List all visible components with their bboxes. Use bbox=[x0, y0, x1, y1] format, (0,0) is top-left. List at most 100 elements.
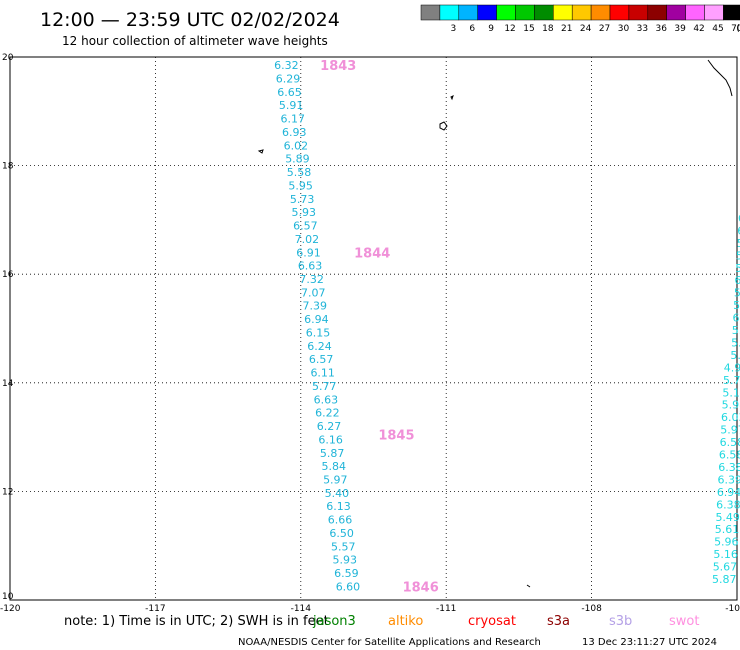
swh-value: 6.59 bbox=[334, 567, 359, 580]
satellite-label-swot: swot bbox=[669, 614, 699, 629]
footer-credit: NOAA/NESDIS Center for Satellite Applica… bbox=[238, 637, 541, 648]
satellite-label-s3a: s3a bbox=[547, 614, 570, 629]
swh-value: 6.65 bbox=[277, 86, 302, 99]
swh-value: 6.63 bbox=[314, 393, 339, 406]
legend-swatch bbox=[420, 4, 441, 21]
swh-value-edge: 6.38 bbox=[718, 461, 740, 474]
swh-value: 7.39 bbox=[303, 300, 328, 313]
coastline-ne bbox=[707, 59, 733, 97]
legend-label: 9 bbox=[488, 24, 494, 34]
lat-tick-label: 18 bbox=[2, 162, 14, 172]
legend-swatch bbox=[590, 4, 611, 21]
legend-label: 18 bbox=[542, 24, 554, 34]
legend-label: 45 bbox=[712, 24, 723, 34]
lat-tick-label: 12 bbox=[2, 487, 13, 497]
legend-swatch bbox=[439, 4, 460, 21]
altimeter-track-main: 6.326.296.655.916.176.936.025.895.585.95… bbox=[274, 59, 360, 593]
swh-value-edge: 5. bbox=[732, 324, 740, 337]
swh-value-edge: 5. bbox=[735, 262, 740, 275]
swh-value: 5.87 bbox=[320, 447, 345, 460]
swh-value-edge: 5.49 bbox=[715, 511, 740, 524]
swh-value-edge: 5.61 bbox=[715, 523, 740, 536]
legend-swatch bbox=[685, 4, 705, 21]
swh-value: 6.11 bbox=[310, 367, 335, 380]
legend-label: 3 bbox=[450, 24, 456, 34]
swh-value: 5.84 bbox=[321, 460, 346, 473]
swh-value: 5.89 bbox=[285, 153, 310, 166]
pass-time-label: 1845 bbox=[378, 428, 414, 443]
swh-value-edge: 6.58 bbox=[720, 436, 740, 449]
legend-label: 12 bbox=[504, 24, 515, 34]
swh-value: 7.07 bbox=[301, 286, 326, 299]
swh-value-edge: 5.96 bbox=[714, 536, 739, 549]
swh-value: 6.91 bbox=[296, 246, 321, 259]
swh-value: 6.24 bbox=[307, 340, 332, 353]
island-small-3 bbox=[526, 584, 531, 588]
swh-value-edge: 5.98 bbox=[722, 399, 740, 412]
swh-value-edge: 5. bbox=[731, 336, 740, 349]
pass-time-labels: 1843 1844 1845 1846 bbox=[320, 59, 439, 595]
swh-value: 6.32 bbox=[274, 59, 299, 72]
footer-timestamp: 13 Dec 23:11:27 UTC 2024 bbox=[582, 637, 717, 648]
swh-value: 6.29 bbox=[276, 73, 301, 86]
lat-tick-label: 20 bbox=[2, 53, 14, 63]
legend-label: 42 bbox=[693, 24, 704, 34]
satellite-label-cryosat: cryosat bbox=[468, 614, 516, 629]
legend-unit: (ft) bbox=[736, 24, 740, 34]
satellite-label-jason3: jason3 bbox=[312, 614, 356, 629]
swh-value: 5.73 bbox=[290, 193, 315, 206]
swh-value-edge: 5. bbox=[736, 249, 740, 262]
swh-value: 6.60 bbox=[336, 580, 361, 593]
legend-label: 39 bbox=[674, 24, 686, 34]
swh-value-edge: 6.58 bbox=[719, 449, 740, 462]
swh-value: 6.16 bbox=[318, 433, 343, 446]
swh-value: 6.93 bbox=[282, 126, 307, 139]
legend-label: 24 bbox=[580, 24, 592, 34]
swh-value: 6.94 bbox=[304, 313, 329, 326]
swh-value: 6.50 bbox=[329, 527, 354, 540]
plot-frame bbox=[9, 56, 738, 601]
legend-label: 30 bbox=[618, 24, 630, 34]
legend-swatch bbox=[571, 4, 592, 21]
swh-value: 5.58 bbox=[287, 166, 312, 179]
lat-tick-label: 14 bbox=[2, 379, 14, 389]
swh-value: 6.22 bbox=[315, 407, 340, 420]
swh-value: 7.32 bbox=[299, 273, 324, 286]
legend-label: 33 bbox=[637, 24, 648, 34]
swh-value: 6.57 bbox=[309, 353, 334, 366]
lon-tick-label: -120 bbox=[0, 604, 21, 614]
satellite-labels: jason3 altiko cryosat s3a s3b swot bbox=[312, 614, 699, 629]
swh-value: 6.17 bbox=[280, 113, 305, 126]
swh-value: 6.57 bbox=[293, 220, 318, 233]
swh-value: 5.95 bbox=[288, 179, 313, 192]
swh-value: 7.02 bbox=[295, 233, 320, 246]
legend-swatch bbox=[723, 4, 740, 21]
legend-label: 27 bbox=[599, 24, 610, 34]
coastline-islands bbox=[257, 59, 733, 588]
swh-value-edge: 5.87 bbox=[712, 573, 737, 586]
legend-swatch bbox=[553, 4, 573, 21]
legend-label: 36 bbox=[656, 24, 668, 34]
swh-value-edge: 5. bbox=[730, 349, 740, 362]
swh-value: 6.02 bbox=[284, 139, 309, 152]
swh-value-edge: 5.16 bbox=[713, 548, 738, 561]
swh-value: 5.91 bbox=[279, 99, 304, 112]
swh-value-edge: 6.38 bbox=[716, 498, 740, 511]
island-socorro bbox=[439, 121, 448, 131]
swh-value: 5.40 bbox=[325, 487, 350, 500]
swh-value-edge: 6.39 bbox=[718, 473, 740, 486]
pass-time-label: 1844 bbox=[354, 246, 390, 261]
swh-value: 6.15 bbox=[306, 326, 331, 339]
legend-label: 15 bbox=[523, 24, 534, 34]
legend-label: 21 bbox=[561, 24, 572, 34]
lon-tick-label: -114 bbox=[291, 604, 312, 614]
legend-swatch bbox=[628, 4, 649, 21]
map-subtitle: 12 hour collection of altimeter wave hei… bbox=[62, 34, 328, 48]
swh-value-edge: 6.03 bbox=[721, 411, 740, 424]
legend-label: 6 bbox=[469, 24, 475, 34]
swh-value-edge: 4.9 bbox=[724, 361, 740, 374]
legend-swatch bbox=[458, 4, 478, 21]
legend-swatch bbox=[534, 4, 554, 21]
